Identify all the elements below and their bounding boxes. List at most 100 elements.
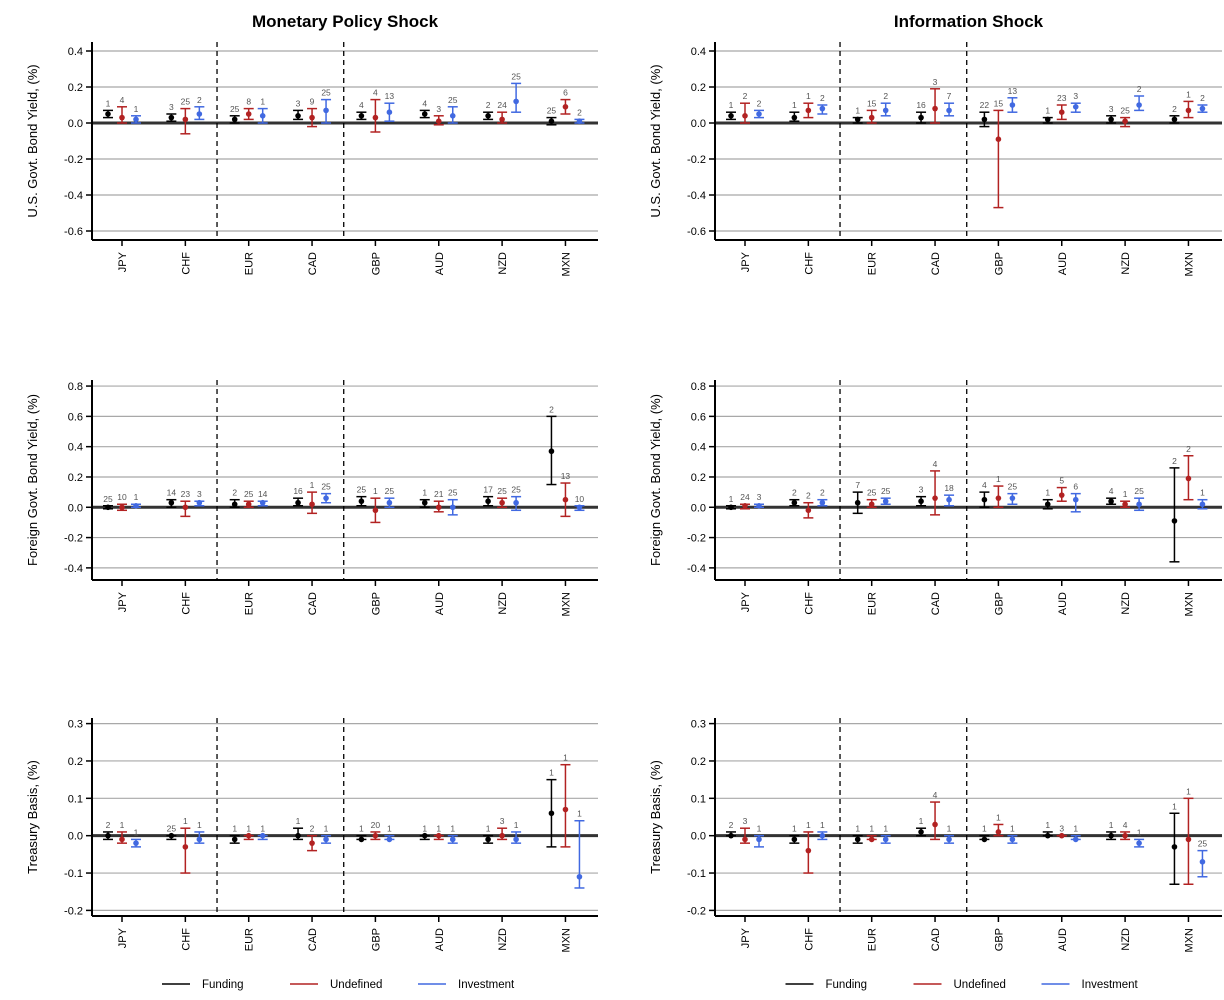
- count-label: 25: [103, 494, 113, 504]
- count-label: 3: [500, 816, 505, 826]
- count-label: 1: [1045, 820, 1050, 830]
- x-tick-label-aud: AUD: [1057, 592, 1069, 615]
- x-tick-label-aud: AUD: [1057, 928, 1069, 951]
- data-point-cad: [323, 836, 329, 843]
- count-label: 25: [547, 106, 557, 116]
- data-point-nzd: [1136, 840, 1142, 846]
- data-point-eur: [245, 501, 252, 508]
- data-point-aud: [449, 113, 456, 119]
- x-tick-label-jpy: JPY: [117, 591, 129, 612]
- count-label: 1: [1010, 824, 1015, 834]
- count-label: 16: [293, 486, 303, 496]
- x-tick-label-aud: AUD: [1057, 252, 1069, 275]
- count-label: 24: [497, 100, 507, 110]
- panel-2: Information Shock -0.6 -0.4 -0.2 0.0 0.2 0.4 U.…: [648, 12, 1222, 276]
- count-label: 2: [1200, 93, 1205, 103]
- count-label: 4: [422, 98, 427, 108]
- data-point-mxn: [548, 118, 555, 124]
- data-point-cad: [309, 114, 315, 121]
- y-tick-label: -0.4: [687, 190, 706, 202]
- count-label: 1: [436, 824, 441, 834]
- count-label: 25: [230, 104, 240, 114]
- data-point-aud: [1044, 832, 1051, 839]
- x-tick-label-jpy: JPY: [117, 927, 129, 948]
- data-point-jpy: [756, 111, 762, 117]
- x-tick-label-jpy: JPY: [740, 251, 752, 272]
- count-label: 4: [1123, 820, 1128, 830]
- x-tick-label-chf: CHF: [803, 252, 815, 275]
- data-point-cad: [946, 836, 952, 843]
- data-point-chf: [168, 832, 175, 839]
- data-point-mxn: [562, 806, 569, 813]
- data-point-nzd: [513, 499, 519, 506]
- data-point-mxn: [1185, 836, 1192, 843]
- data-point-eur: [868, 114, 875, 121]
- data-point-jpy: [119, 504, 125, 511]
- data-point-eur: [882, 836, 889, 843]
- data-point-jpy: [742, 836, 748, 843]
- count-label: 7: [855, 480, 860, 490]
- panel-6: -0.2 -0.1 0.0 0.1 0.2 0.3 Treasury Basis, (%) J…: [648, 718, 1222, 952]
- data-point-nzd: [1136, 501, 1142, 508]
- count-label: 18: [944, 483, 954, 493]
- y-tick-label: 0.0: [68, 831, 83, 843]
- count-label: 4: [1109, 486, 1114, 496]
- data-point-nzd: [485, 498, 491, 505]
- data-point-aud: [1072, 496, 1079, 503]
- data-point-cad: [309, 840, 315, 846]
- legend-left: Funding Undefined Investment: [162, 979, 515, 991]
- y-tick-label: 0.2: [68, 756, 83, 768]
- count-label: 2: [757, 98, 762, 108]
- count-label: 23: [1057, 93, 1067, 103]
- count-label: 1: [1045, 488, 1050, 498]
- x-tick-label-nzd: NZD: [1120, 252, 1132, 275]
- x-tick-label-gbp: GBP: [370, 928, 382, 951]
- data-point-gbp: [358, 498, 365, 505]
- count-label: 1: [1172, 801, 1177, 811]
- count-label: 7: [947, 91, 952, 101]
- series-investment: 11 1 1 1 1 11: [131, 809, 585, 889]
- data-point-gbp: [981, 116, 988, 123]
- x-tick-label-mxn: MXN: [1183, 592, 1195, 617]
- count-label: 13: [561, 471, 571, 481]
- data-point-chf: [805, 847, 812, 854]
- count-label: 1: [1137, 827, 1142, 837]
- count-label: 2: [486, 100, 491, 110]
- x-tick-label-aud: AUD: [434, 928, 446, 951]
- y-tick-label: 0.0: [691, 118, 706, 130]
- count-label: 1: [134, 492, 139, 502]
- data-point-eur: [868, 501, 875, 508]
- data-point-gbp: [386, 499, 393, 506]
- y-axis-label: Treasury Basis, (%): [648, 760, 663, 874]
- data-point-eur: [868, 836, 875, 843]
- series-funding: 127 3 41 42: [726, 456, 1180, 563]
- x-tick-label-aud: AUD: [434, 252, 446, 275]
- data-point-nzd: [485, 113, 491, 119]
- y-tick-label: 0.4: [68, 442, 83, 454]
- data-point-gbp: [372, 114, 379, 121]
- data-point-aud: [1044, 501, 1051, 508]
- data-point-jpy: [133, 502, 139, 509]
- data-point-nzd: [513, 98, 519, 105]
- count-label: 1: [996, 474, 1001, 484]
- x-tick-label-jpy: JPY: [740, 591, 752, 612]
- panel-title: Monetary Policy Shock: [252, 12, 439, 31]
- count-label: 2: [1186, 444, 1191, 454]
- count-label: 2: [729, 820, 734, 830]
- data-point-nzd: [1108, 498, 1114, 505]
- data-point-nzd: [1122, 501, 1128, 508]
- y-tick-label: 0.0: [691, 502, 706, 514]
- x-tick-label-chf: CHF: [180, 928, 192, 951]
- x-tick-label-jpy: JPY: [117, 251, 129, 272]
- data-point-gbp: [372, 507, 379, 514]
- y-tick-label: -0.4: [687, 563, 706, 575]
- series-undefined: 1 11 2 20 131: [117, 753, 571, 874]
- count-label: 5: [1059, 476, 1064, 486]
- data-point-nzd: [1108, 832, 1114, 839]
- series-funding: 2 1 111 1 11: [726, 801, 1180, 885]
- count-label: 1: [514, 820, 519, 830]
- count-label: 1: [1200, 488, 1205, 498]
- count-label: 14: [258, 489, 268, 499]
- count-label: 1: [1186, 786, 1191, 796]
- count-label: 2: [883, 91, 888, 101]
